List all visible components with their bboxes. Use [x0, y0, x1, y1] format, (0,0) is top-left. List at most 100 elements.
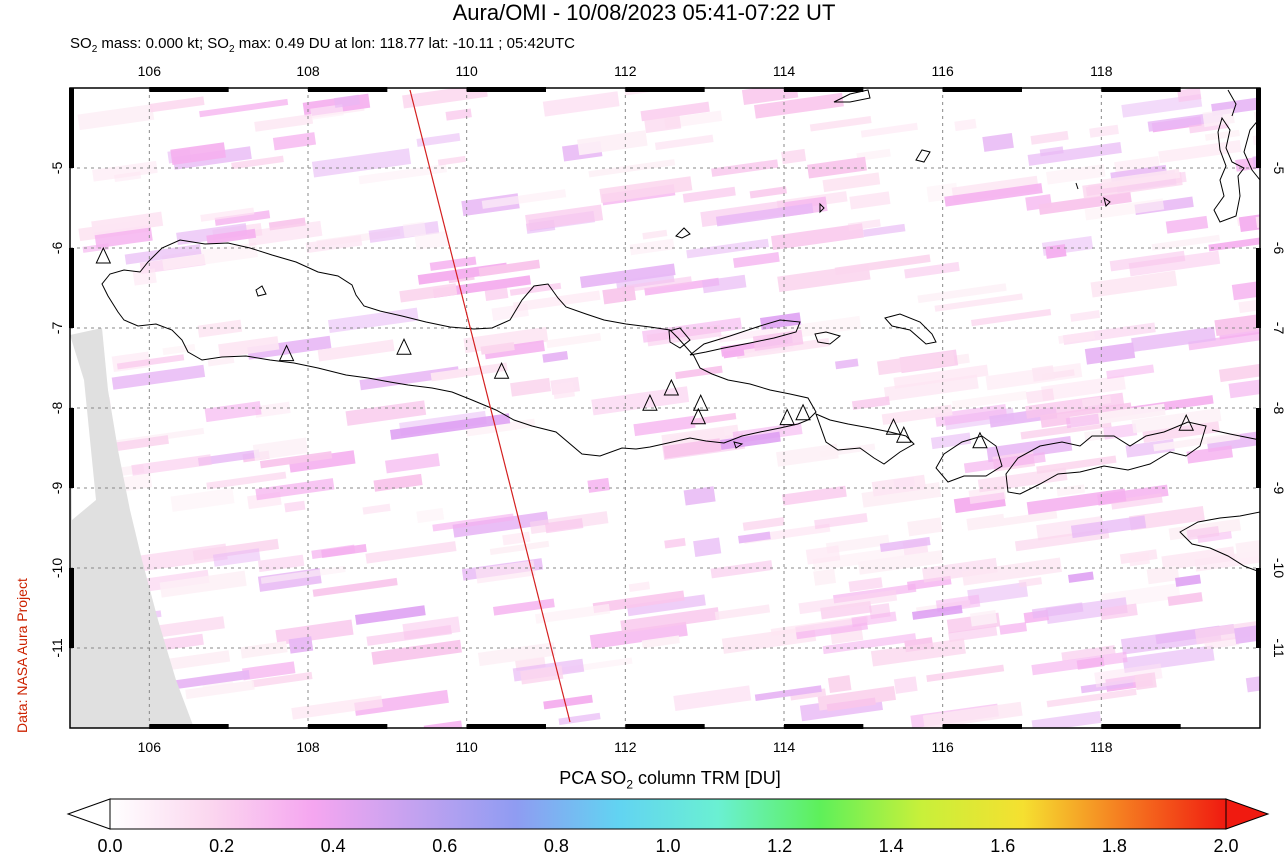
so2-pixel	[1228, 377, 1260, 399]
so2-pixel	[715, 203, 814, 227]
so2-pixel	[782, 485, 847, 506]
so2-pixel	[848, 577, 883, 592]
so2-pixel	[311, 148, 412, 178]
so2-pixel	[589, 621, 688, 650]
lon-tick-label-top: 116	[932, 63, 955, 79]
frame-bar-top	[625, 87, 705, 92]
colorbar-gradient	[109, 798, 1227, 830]
so2-pixel	[1065, 413, 1100, 429]
so2-pixel	[247, 335, 332, 360]
lon-tick-label-top: 114	[773, 63, 796, 79]
so2-pixel	[683, 486, 716, 506]
so2-pixel	[1218, 361, 1260, 383]
so2-pixel	[926, 664, 1005, 683]
so2-pixel	[371, 639, 462, 665]
so2-pixel	[673, 685, 752, 712]
so2-pixel	[847, 219, 881, 231]
so2-pixel	[92, 160, 158, 182]
map-frame	[69, 87, 1261, 729]
so2-pixel	[542, 91, 620, 117]
lat-tick-label-right: -8	[1271, 402, 1287, 415]
so2-pixel	[1061, 645, 1116, 662]
so2-pixel	[200, 207, 255, 222]
so2-pixel	[199, 98, 289, 118]
so2-pixel	[1153, 432, 1241, 452]
so2-pixel	[1094, 663, 1163, 688]
axis-tick-labels: 106 106 108 108 110 110 112 112 114 114 116 116 118 1…	[49, 63, 1287, 755]
so2-pixel	[1070, 310, 1101, 322]
frame-bar-bottom	[1101, 724, 1181, 729]
so2-pixel	[922, 701, 1023, 728]
so2-pixel	[871, 474, 927, 497]
volcano-triangle-icon	[779, 408, 795, 426]
volcano-triangle-icon	[95, 246, 112, 264]
so2-pixel	[288, 450, 356, 473]
so2-pixel	[860, 122, 918, 138]
so2-pixel	[1146, 565, 1180, 585]
so2-pixel	[961, 557, 1062, 586]
so2-pixel	[399, 283, 458, 303]
frame-bar-right	[1256, 568, 1261, 648]
so2-pixel	[863, 223, 906, 238]
so2-pixel	[1186, 445, 1234, 464]
colorbar-tick-label: 1.8	[1102, 836, 1127, 855]
so2-pixel	[491, 303, 529, 321]
so2-pixel	[185, 680, 255, 700]
so2-pixel	[362, 503, 391, 515]
so2-pixel	[754, 685, 822, 702]
so2-pixel	[546, 332, 602, 349]
colorbar-underflow-arrow	[66, 798, 111, 830]
lat-tick-label-right: -5	[1271, 162, 1287, 175]
so2-pixel	[1089, 124, 1119, 138]
so2-pixel	[218, 336, 280, 358]
frame-bar-left	[69, 568, 74, 648]
so2-pixel	[149, 96, 205, 113]
so2-pixel	[1070, 515, 1147, 539]
lat-tick-label-right: -6	[1271, 242, 1287, 255]
so2-max-subscript: 2	[228, 44, 235, 55]
volcano-triangle-icon	[493, 362, 510, 379]
so2-pixel-high	[390, 413, 511, 440]
lon-tick-label-top: 112	[614, 63, 637, 79]
volcano-triangle-icon	[885, 418, 902, 435]
coastline-java	[101, 239, 817, 457]
lon-tick-label-bottom: 110	[456, 739, 479, 755]
frame-bar-bottom	[784, 724, 864, 729]
volcano-triangle-icon	[692, 394, 709, 411]
colorbar: 0.0 0.2 0.4 0.6 0.8 1.0 1.2 1.4 1.6 1.8 2.0	[66, 798, 1270, 855]
map-area	[70, 88, 1260, 728]
so2-pixel	[91, 211, 164, 236]
so2-pixel	[484, 287, 509, 301]
so2-pixel	[204, 401, 262, 423]
so2-pixel	[948, 625, 998, 643]
so2-pixel	[477, 642, 556, 667]
so2-pixel	[826, 697, 876, 712]
coastline-kalimantan	[833, 89, 871, 103]
so2-pixel	[240, 640, 288, 659]
so2-pixel	[1177, 88, 1202, 103]
so2-pixel	[934, 293, 1023, 312]
so2-pixel	[197, 449, 261, 467]
so2-mass-subscript: 2	[91, 44, 98, 55]
so2-pixel	[881, 404, 953, 425]
so2-pixel	[161, 242, 259, 271]
so2-pixel	[465, 418, 536, 437]
so2-pixel	[1235, 150, 1260, 172]
so2-pixel	[754, 92, 844, 119]
so2-pixel	[781, 148, 807, 165]
so2-pixel	[345, 400, 427, 426]
so2-pixel	[385, 453, 440, 474]
so2-pixel-high	[760, 312, 802, 330]
colorbar-tick-label: 0.8	[544, 836, 569, 855]
so2-pixel	[430, 362, 508, 382]
frame-bar-left	[69, 88, 74, 168]
so2-pixel	[663, 438, 722, 459]
so2-pixel	[1031, 651, 1128, 676]
so2-pixel	[714, 604, 771, 621]
so2-pixel	[917, 283, 1007, 304]
volcano-triangle-icon	[690, 407, 707, 425]
so2-pixel	[710, 560, 773, 579]
so2-pixel	[1167, 592, 1203, 607]
so2-pixel	[481, 189, 567, 209]
so2-pixel	[150, 616, 225, 639]
